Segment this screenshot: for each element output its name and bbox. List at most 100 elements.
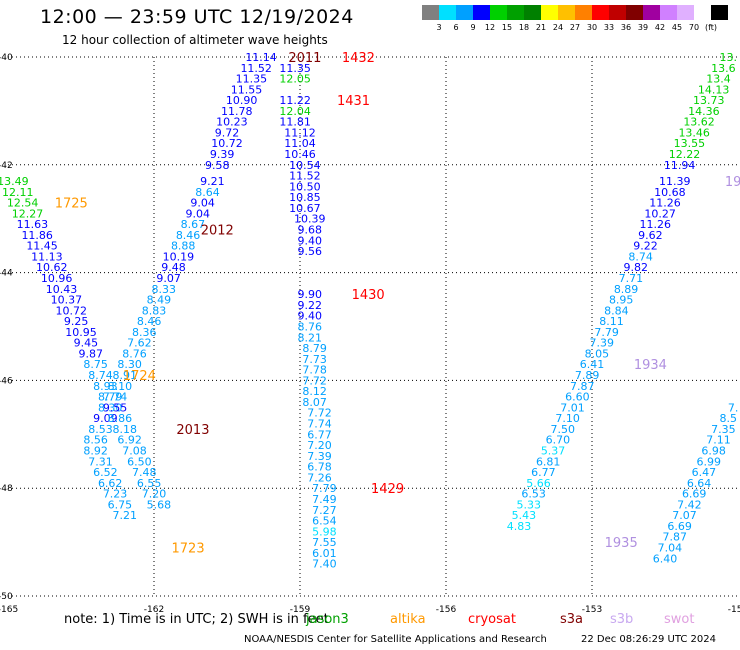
data-point-label: 7.20 bbox=[307, 439, 332, 452]
data-point-label: 7.72 bbox=[307, 407, 332, 420]
data-point-label: 12.11 bbox=[2, 186, 34, 199]
data-point-label: 9.62 bbox=[638, 229, 663, 242]
generated-timestamp: 22 Dec 08:26:29 UTC 2024 bbox=[581, 634, 716, 645]
color-swatch bbox=[541, 5, 558, 20]
data-point-label: 10.39 bbox=[294, 213, 326, 226]
color-scale-label: 18 bbox=[518, 23, 530, 32]
data-point-label: 7.11 bbox=[706, 434, 731, 447]
data-point-label: 10.50 bbox=[289, 180, 321, 193]
legend-mission-altika: altika bbox=[390, 612, 426, 627]
data-point-label: 6.55 bbox=[137, 477, 162, 490]
data-point-label: 8.76 bbox=[122, 347, 147, 360]
pass-time-label: 1934 bbox=[634, 358, 667, 373]
color-swatch bbox=[694, 5, 711, 20]
data-point-label: 7.01 bbox=[560, 401, 585, 414]
data-point-label: 12.05 bbox=[279, 73, 311, 86]
data-point-label: 7.89 bbox=[575, 369, 600, 382]
data-point-label: 8.64 bbox=[195, 186, 220, 199]
color-swatch bbox=[507, 5, 524, 20]
data-point-label: 5.37 bbox=[541, 444, 566, 457]
data-point-label: 11.94 bbox=[664, 159, 696, 172]
data-point-label: 11.26 bbox=[640, 218, 672, 231]
data-point-label: 9.09 bbox=[93, 412, 118, 425]
data-point-label: 8.49 bbox=[147, 294, 172, 307]
data-point-label: 6.62 bbox=[98, 477, 123, 490]
color-swatch bbox=[677, 5, 694, 20]
pass-time-label: 2011 bbox=[288, 51, 321, 66]
data-point-label: 7.21 bbox=[113, 509, 138, 522]
data-point-label: 7.87 bbox=[662, 531, 687, 544]
data-point-label: 10.95 bbox=[65, 326, 97, 339]
data-point-label: 5.43 bbox=[512, 509, 537, 522]
data-point-label: 7.87 bbox=[570, 380, 595, 393]
data-point-label: 8.12 bbox=[302, 385, 327, 398]
data-point-label: 11.86 bbox=[21, 229, 53, 242]
data-point-label: 11.55 bbox=[231, 83, 263, 96]
data-point-label: 7.74 bbox=[307, 418, 332, 431]
data-point-label: 12.54 bbox=[7, 197, 39, 210]
data-point-label: 7.49 bbox=[312, 493, 337, 506]
data-point-label: 8.53 bbox=[88, 423, 113, 436]
data-point-label: 10.62 bbox=[36, 261, 68, 274]
color-scale-label: 70 bbox=[688, 23, 700, 32]
color-scale-label: 45 bbox=[671, 23, 683, 32]
data-point-label: 6.92 bbox=[117, 434, 142, 447]
data-point-label: 7.39 bbox=[589, 337, 614, 350]
data-point-label: 13. bbox=[720, 51, 738, 64]
data-point-label: 14.13 bbox=[698, 83, 730, 96]
data-point-label: 8.46 bbox=[137, 315, 162, 328]
data-point-label: 11.35 bbox=[236, 73, 268, 86]
data-point-label: 9.87 bbox=[78, 347, 103, 360]
data-point-label: 13.55 bbox=[674, 137, 706, 150]
data-point-label: 12.22 bbox=[669, 148, 701, 161]
data-point-label: 8.05 bbox=[585, 347, 610, 360]
data-point-label: 6.60 bbox=[565, 391, 590, 404]
x-tick-label: -165 bbox=[0, 605, 18, 615]
data-point-label: 8.10 bbox=[108, 380, 133, 393]
data-point-label: 8.88 bbox=[171, 240, 196, 253]
data-point-label: 10.67 bbox=[289, 202, 321, 215]
data-point-label: 9.40 bbox=[297, 310, 322, 323]
data-point-label: 6.81 bbox=[536, 455, 561, 468]
data-point-label: 8.79 bbox=[302, 342, 327, 355]
pass-time-label: 1432 bbox=[342, 51, 375, 66]
data-point-label: 5.98 bbox=[312, 525, 337, 538]
data-point-label: 7.50 bbox=[551, 423, 576, 436]
color-swatch bbox=[575, 5, 592, 20]
legend-mission-swot: swot bbox=[664, 612, 695, 627]
data-point-label: 6.64 bbox=[687, 477, 712, 490]
data-point-label: 6.99 bbox=[697, 455, 722, 468]
color-swatch bbox=[456, 5, 473, 20]
data-point-label: 7.35 bbox=[711, 423, 736, 436]
data-point-label: 7.55 bbox=[312, 536, 337, 549]
color-scale-label: (ft) bbox=[704, 23, 718, 32]
data-point-label: 13.6 bbox=[711, 62, 736, 75]
data-point-label: 11.12 bbox=[284, 126, 316, 139]
data-point-label: 9.22 bbox=[297, 299, 322, 312]
data-point-label: 8.11 bbox=[599, 315, 624, 328]
color-swatch bbox=[558, 5, 575, 20]
data-point-label: 9.45 bbox=[74, 337, 99, 350]
data-point-label: 10.90 bbox=[226, 94, 258, 107]
data-point-label: 10.68 bbox=[654, 186, 686, 199]
legend-mission-s3a: s3a bbox=[560, 612, 584, 627]
data-point-label: 8.67 bbox=[181, 218, 206, 231]
data-point-label: 7.10 bbox=[555, 412, 580, 425]
data-point-label: 7. bbox=[728, 401, 739, 414]
x-tick-label: -156 bbox=[436, 605, 457, 615]
data-point-label: 6.70 bbox=[546, 434, 571, 447]
data-point-label: 7.48 bbox=[132, 466, 157, 479]
y-tick-label: -40 bbox=[0, 53, 13, 63]
data-point-label: 9.58 bbox=[205, 159, 230, 172]
data-point-label: 8.75 bbox=[83, 358, 108, 371]
color-scale-label: 30 bbox=[586, 23, 598, 32]
data-point-label: 9.68 bbox=[297, 223, 322, 236]
data-point-label: 7.72 bbox=[302, 374, 327, 387]
data-point-label: 11.14 bbox=[245, 51, 277, 64]
y-tick-label: -46 bbox=[0, 376, 13, 386]
data-point-label: 10.72 bbox=[56, 304, 88, 317]
data-point-label: 9.25 bbox=[64, 315, 89, 328]
data-point-label: 6.77 bbox=[531, 466, 556, 479]
data-point-label: 9.21 bbox=[200, 175, 225, 188]
data-point-label: 8.74 bbox=[628, 250, 653, 263]
